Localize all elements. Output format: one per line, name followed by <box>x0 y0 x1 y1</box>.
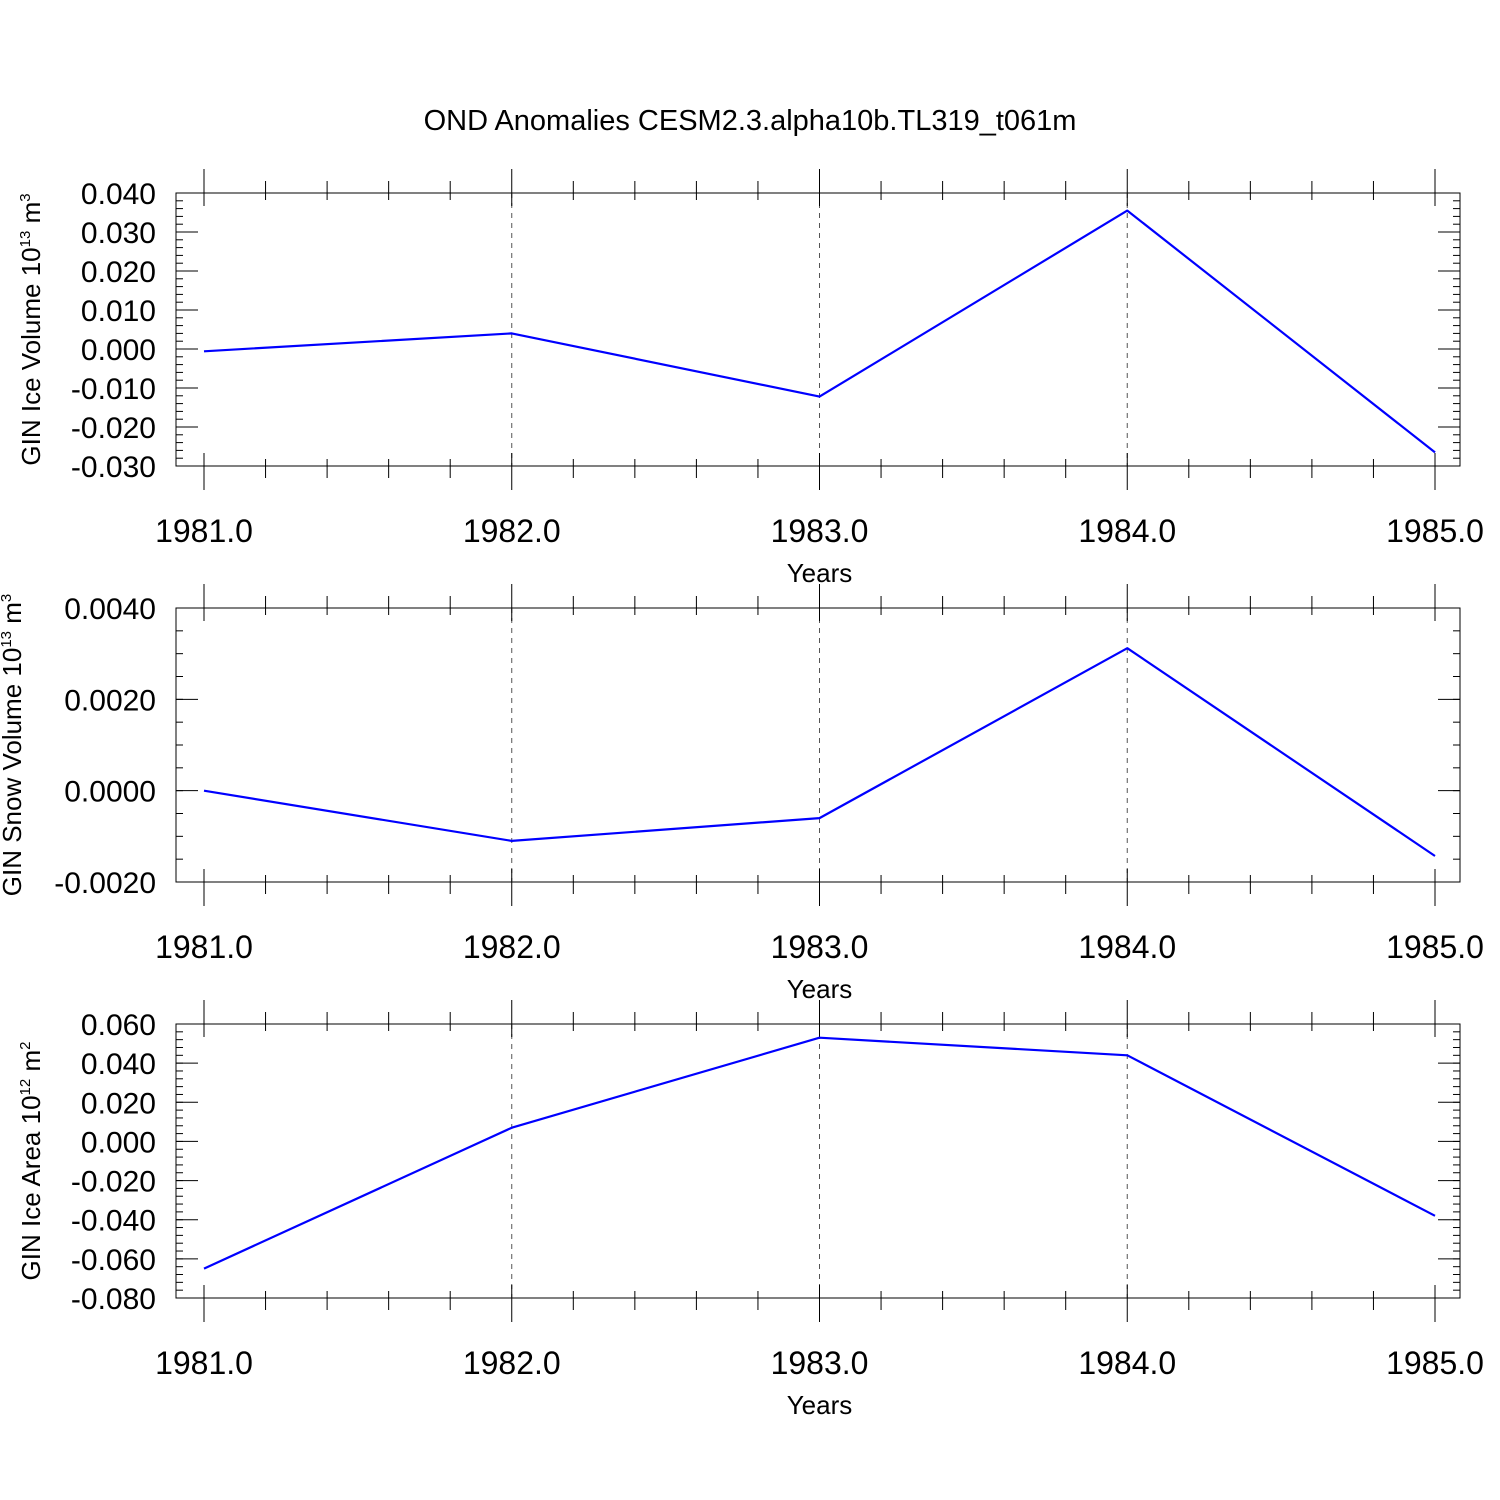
x-axis-title: Years <box>787 1390 853 1420</box>
y-tick-label: 0.000 <box>81 1126 156 1159</box>
x-tick-label: 1982.0 <box>463 1345 561 1381</box>
y-tick-label: 0.0020 <box>64 684 156 717</box>
series-line <box>203 209 1436 454</box>
y-tick-label: -0.010 <box>71 373 156 406</box>
y-axis-title-exponent: 13 <box>0 631 15 648</box>
x-tick-label: 1985.0 <box>1386 513 1484 549</box>
y-axis-title-exponent: 12 <box>17 1079 34 1096</box>
x-tick-label: 1983.0 <box>771 513 869 549</box>
y-axis-title: GIN Ice Volume 1013 m3 <box>16 193 46 465</box>
y-tick-label: -0.0020 <box>54 867 156 900</box>
y-axis-title-unit: m <box>16 1050 46 1079</box>
y-tick-label: 0.020 <box>81 1087 156 1120</box>
x-tick-label: 1982.0 <box>463 929 561 965</box>
y-tick-label: -0.020 <box>71 1166 156 1199</box>
x-tick-label: 1984.0 <box>1078 929 1176 965</box>
chart-title: OND Anomalies CESM2.3.alpha10b.TL319_t06… <box>424 105 1077 137</box>
x-tick-label: 1984.0 <box>1078 513 1176 549</box>
y-tick-label: 0.0040 <box>64 593 156 626</box>
panel-ice-area: 1981.0 1982.0 1983.0 1984.0 1985.0 -0.080 -0.0… <box>16 1000 1484 1420</box>
x-tick-label: 1985.0 <box>1386 1345 1484 1381</box>
series-line <box>203 1036 1436 1270</box>
x-tick-label: 1984.0 <box>1078 1345 1176 1381</box>
y-tick-label: 0.010 <box>81 295 156 328</box>
y-tick-label: 0.000 <box>81 334 156 367</box>
y-tick-label: -0.040 <box>71 1205 156 1238</box>
y-axis-title-unit-exponent: 3 <box>0 594 15 602</box>
plot-frame <box>175 607 1461 883</box>
x-axis-title: Years <box>787 558 853 588</box>
y-axis-title-unit: m <box>16 202 46 231</box>
y-tick-label: 0.030 <box>81 217 156 250</box>
y-axis-title-unit: m <box>0 602 27 631</box>
x-tick-label: 1985.0 <box>1386 929 1484 965</box>
plot-frame <box>175 192 1461 467</box>
y-axis-title-text: GIN Ice Area 10 <box>16 1095 46 1280</box>
y-axis-title: GIN Snow Volume 1013 m3 <box>0 594 27 897</box>
y-axis-title-unit-exponent: 3 <box>17 193 34 201</box>
x-tick-label: 1981.0 <box>155 513 253 549</box>
x-tick-label: 1981.0 <box>155 1345 253 1381</box>
y-axis-title-unit-exponent: 2 <box>17 1042 34 1050</box>
y-tick-label: -0.020 <box>71 412 156 445</box>
x-axis-title: Years <box>787 974 853 1004</box>
y-axis-title-text: GIN Ice Volume 10 <box>16 247 46 465</box>
y-tick-label: -0.080 <box>71 1283 156 1316</box>
series-line <box>203 647 1436 857</box>
y-axis-title-exponent: 13 <box>17 231 34 248</box>
y-tick-label: -0.030 <box>71 451 156 484</box>
y-tick-label: 0.040 <box>81 178 156 211</box>
y-tick-label: -0.060 <box>71 1244 156 1277</box>
y-tick-label: 0.020 <box>81 256 156 289</box>
x-tick-label: 1983.0 <box>771 1345 869 1381</box>
panel-ice-volume: 1981.0 1982.0 1983.0 1984.0 1985.0 -0.030 -0.0… <box>16 169 1484 588</box>
plot-frame <box>175 1023 1461 1299</box>
x-tick-label: 1981.0 <box>155 929 253 965</box>
y-axis-title-text: GIN Snow Volume 10 <box>0 648 27 897</box>
y-tick-label: 0.060 <box>81 1009 156 1042</box>
panel-snow-volume: 1981.0 1982.0 1983.0 1984.0 1985.0 -0.0020 0.0… <box>0 584 1484 1004</box>
y-tick-label: 0.040 <box>81 1048 156 1081</box>
x-tick-label: 1982.0 <box>463 513 561 549</box>
y-axis-title: GIN Ice Area 1012 m2 <box>16 1042 46 1281</box>
y-tick-label: 0.0000 <box>64 776 156 809</box>
x-tick-label: 1983.0 <box>771 929 869 965</box>
